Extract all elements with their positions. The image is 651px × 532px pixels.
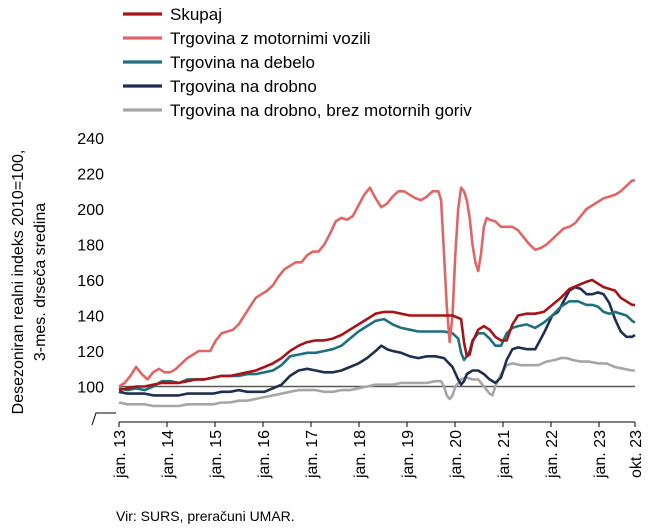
y-tick-label: 180 <box>77 238 104 255</box>
x-tick-label: jan. 16 <box>256 430 273 479</box>
x-tick-label: jan. 22 <box>544 430 561 479</box>
x-tick-label: jan. 23 <box>592 430 609 479</box>
x-axis-ticks: jan. 13 jan. 14 jan. 15 jan. 16 jan. 17 jan. … <box>112 422 645 479</box>
plot-area <box>118 179 636 423</box>
x-tick-label: jan. 17 <box>304 430 321 479</box>
x-tick-label: jan. 20 <box>448 430 465 479</box>
x-tick-label: jan. 18 <box>352 430 369 479</box>
y-tick-label: 100 <box>77 380 104 397</box>
x-tick-label: jan. 19 <box>400 430 417 479</box>
y-tick-label: 220 <box>77 167 104 184</box>
x-tick-label: jan. 13 <box>112 430 129 479</box>
x-tick-label: jan. 15 <box>208 430 225 479</box>
legend-label: Trgovina na debelo <box>170 53 315 72</box>
x-tick-label: jan. 21 <box>496 430 513 479</box>
y-tick-label: 140 <box>77 309 104 326</box>
legend-label: Trgovina na drobno, brez motornih goriv <box>170 101 472 120</box>
series-line-2 <box>118 179 635 388</box>
series-line-1 <box>118 278 635 392</box>
y-tick-label: 200 <box>77 202 104 219</box>
y-tick-label: 160 <box>77 273 104 290</box>
y-tick-label: 240 <box>77 131 104 148</box>
source-note: Vir: SURS, preračuni UMAR. <box>116 508 295 524</box>
x-tick-label: okt. 23 <box>628 430 645 478</box>
legend-label: Trgovina z motornimi vozili <box>170 29 371 48</box>
legend-label: Trgovina na drobno <box>170 77 317 96</box>
x-tick-label: jan. 14 <box>160 430 177 479</box>
legend-label: Skupaj <box>170 5 222 24</box>
axis-break-marker <box>91 412 116 426</box>
legend: Skupaj Trgovina z motornimi vozili Trgovin… <box>123 5 472 120</box>
y-axis-label-line: Desezoniran realni indeks 2010=100, <box>10 150 27 415</box>
y-tick-label: 120 <box>77 344 104 361</box>
series-line-5 <box>118 356 635 408</box>
y-axis-label-line: 3-mes. drseča sredina <box>32 203 49 361</box>
y-axis-ticks: 100 120 140 160 180 200 220 240 <box>77 131 116 426</box>
y-axis-label: Desezoniran realni indeks 2010=100, 3-mes… <box>10 150 49 415</box>
